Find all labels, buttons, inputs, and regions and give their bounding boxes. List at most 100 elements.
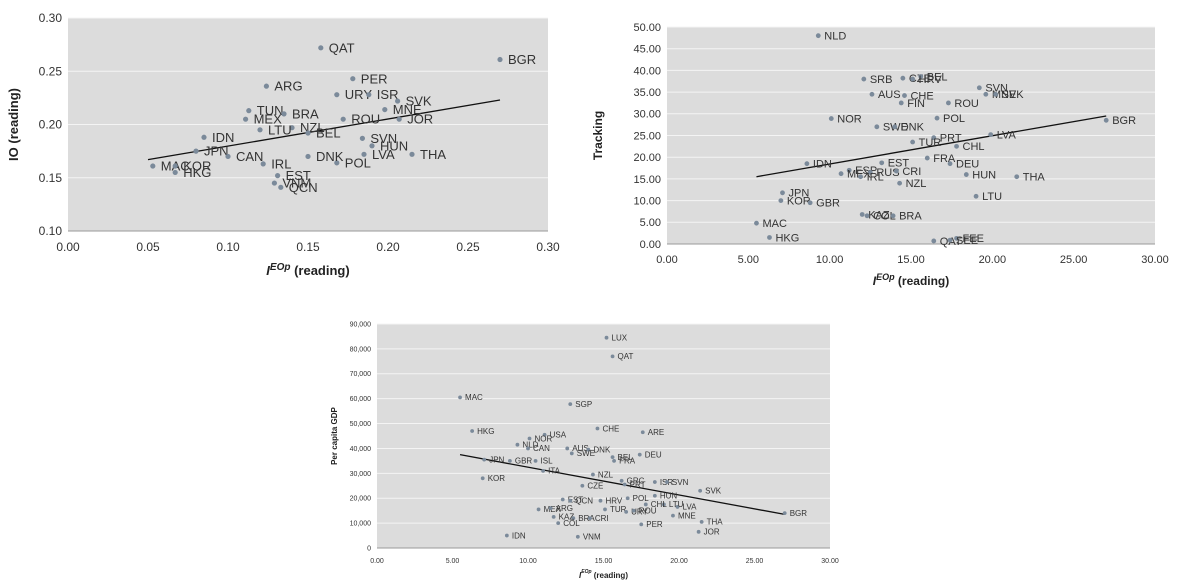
point-bgr [1103, 117, 1109, 123]
point-label: SVK [406, 94, 432, 109]
point-pol [334, 160, 340, 166]
x-tick-label: 10.00 [816, 254, 844, 266]
point-esp [846, 167, 852, 173]
trend-line [756, 115, 1107, 178]
point-label: MAC [465, 393, 483, 402]
point-label: EST [568, 495, 584, 504]
point-mac [458, 395, 462, 400]
trend-line [147, 99, 501, 161]
point-sgp [568, 402, 573, 407]
point-fra [612, 458, 616, 463]
y-tick-label: 80,000 [350, 346, 372, 353]
x-axis-title: IEOp (reading) [266, 262, 349, 278]
y-tick-label: 20.00 [633, 152, 661, 164]
x-tick-label: 0.00 [656, 254, 677, 266]
point-label: URY [345, 87, 373, 102]
point-label: BGR [790, 509, 808, 518]
y-axis-title: IO (reading) [6, 88, 21, 161]
point-label: CHE [602, 424, 619, 433]
point-label: FIN [907, 98, 925, 110]
point-mne [983, 91, 989, 97]
point-fee [954, 235, 959, 241]
x-tick-label: 0.15 [296, 240, 320, 254]
point-qcn [568, 498, 573, 503]
x-tick-label: 25.00 [1060, 254, 1088, 266]
point-label: HRV [605, 497, 622, 506]
point-label: IRL [271, 156, 291, 171]
point-label: SGP [575, 400, 592, 409]
point-label: ARG [556, 504, 573, 513]
point-fin [898, 100, 904, 106]
point-bel [305, 130, 311, 136]
point-grc [619, 478, 624, 483]
y-tick-label: 30,000 [350, 471, 372, 478]
point-label: IRL [867, 172, 884, 184]
point-label: CAN [533, 444, 550, 453]
point-cri [893, 168, 899, 174]
point-label: ITA [548, 467, 561, 476]
point-nld [815, 33, 821, 39]
point-label: IDN [212, 130, 234, 145]
point-label: AUS [572, 444, 588, 453]
point-label: HUN [380, 138, 408, 153]
y-tick-label: 70,000 [350, 371, 372, 378]
point-tha [409, 151, 415, 157]
y-tick-label: 35.00 [633, 87, 661, 99]
point-che [595, 426, 600, 431]
point-est [879, 160, 885, 166]
point-label: MEX [254, 112, 283, 127]
point-label: KOR [787, 195, 811, 207]
point-cri [588, 516, 592, 521]
point-label: JPN [489, 455, 504, 464]
x-tick-label: 20.00 [979, 254, 1007, 266]
point-hun [963, 172, 969, 177]
point-label: SVK [1002, 89, 1025, 101]
point-col [864, 213, 870, 219]
point-ltu [973, 193, 979, 199]
point-label: VNM [583, 533, 601, 542]
point-label: NZL [906, 178, 927, 190]
point-chl [643, 502, 648, 507]
point-swe [569, 451, 574, 456]
y-tick-label: 40.00 [633, 65, 661, 77]
point-rou [946, 100, 951, 106]
point-label: FRA [933, 153, 956, 165]
y-tick-label: 30.00 [633, 109, 661, 121]
point-label: HKG [477, 427, 494, 436]
point-label: JPN [788, 188, 809, 200]
point-label: DNK [901, 122, 925, 134]
point-label: FEE [963, 233, 984, 245]
y-tick-label: 25.00 [633, 130, 661, 142]
point-hkg [172, 169, 178, 176]
point-svn [665, 480, 669, 484]
x-tick-label: 0.30 [536, 240, 560, 254]
point-see [947, 237, 953, 243]
point-label: BRA [899, 211, 922, 223]
x-tick-label: 30.00 [821, 558, 839, 565]
point-label: QAT [329, 40, 355, 55]
point-label: QCN [289, 180, 318, 195]
point-label: KAZ [559, 513, 575, 522]
point-can [526, 446, 530, 451]
point-idn [201, 134, 207, 140]
y-tick-label: 45.00 [633, 44, 661, 56]
point-label: LVA [682, 503, 697, 512]
point-label: HKG [183, 165, 211, 180]
point-vnm [271, 180, 277, 186]
point-qat [610, 354, 615, 359]
point-pol [934, 115, 940, 121]
point-bel [610, 455, 615, 460]
point-nor [828, 116, 834, 121]
point-jor [396, 116, 402, 122]
y-tick-label: 0.10 [39, 224, 63, 238]
point-label: KOR [488, 474, 506, 483]
point-label: LVA [372, 147, 395, 162]
point-can [225, 153, 231, 160]
point-dnk [586, 447, 591, 452]
point-label: LTU [982, 191, 1002, 203]
point-label: URY [631, 508, 648, 517]
point-col [556, 521, 561, 526]
point-nzl [897, 180, 903, 186]
point-label: MNE [678, 511, 696, 520]
point-lva [361, 151, 367, 157]
